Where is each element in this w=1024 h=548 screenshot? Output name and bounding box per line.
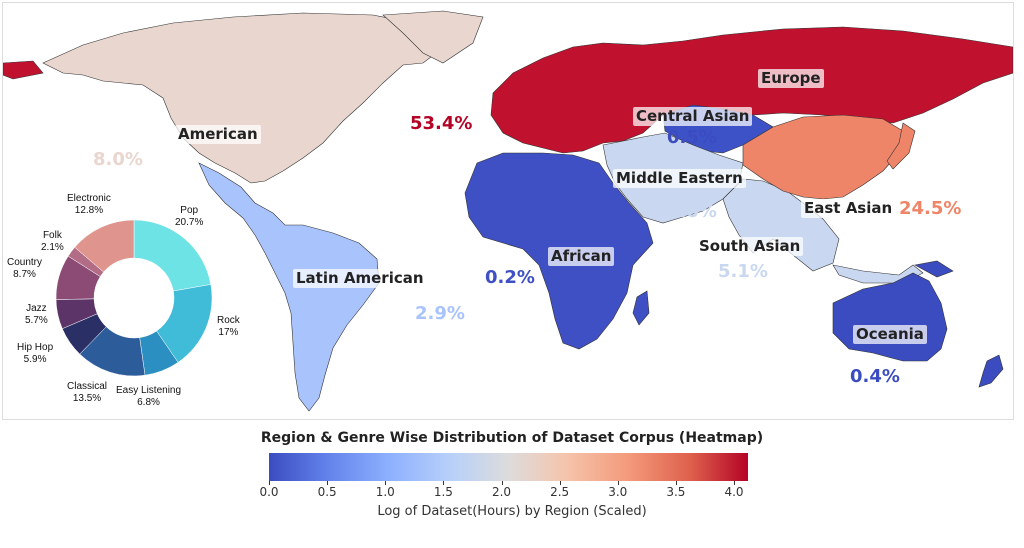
label-african: African <box>548 247 615 266</box>
region-american-greenland <box>382 10 484 64</box>
pct-american: 8.0% <box>93 149 143 170</box>
pct-central-asian: 0.5% <box>667 127 717 148</box>
label-oceania: Oceania <box>853 325 927 344</box>
donut-label-country: Country 8.7% <box>7 257 42 281</box>
pct-african: 0.2% <box>485 267 535 288</box>
donut-slice-electronic <box>74 219 135 273</box>
colorbar-tick <box>617 481 619 485</box>
donut-cat-easy-listening: Easy Listening <box>116 385 182 396</box>
colorbar-label: Log of Dataset(Hours) by Region (Scaled) <box>377 504 647 519</box>
region-oceania-png <box>914 260 954 278</box>
donut-cat-country: Country <box>7 257 43 268</box>
label-europe: Europe <box>758 69 824 88</box>
region-latin <box>198 162 380 412</box>
donut-cat-folk: Folk <box>42 230 62 241</box>
donut-val-hip-hop: 5.9% <box>23 354 47 365</box>
colorbar-tick <box>385 481 387 485</box>
colorbar <box>269 453 748 481</box>
colorbar-tick-label: 3.5 <box>666 485 686 499</box>
genre-donut-chart <box>55 219 213 377</box>
donut-val-folk: 2.1% <box>41 242 64 253</box>
donut-val-electronic: 12.8% <box>74 205 104 216</box>
label-south-asian: South Asian <box>696 237 804 256</box>
donut-label-hip-hop: Hip Hop 5.9% <box>17 342 53 366</box>
colorbar-tick <box>501 481 503 485</box>
donut-cat-pop: Pop <box>180 205 199 216</box>
donut-val-country: 8.7% <box>13 269 36 280</box>
region-east-asian <box>742 114 904 200</box>
label-american: American <box>175 125 261 144</box>
pct-south-asian: 5.1% <box>718 261 768 282</box>
donut-cat-electronic: Electronic <box>67 193 111 204</box>
donut-val-easy-listening: 6.8% <box>137 397 160 408</box>
donut-val-rock: 17% <box>218 327 239 338</box>
donut-val-classical: 13.5% <box>72 393 102 404</box>
label-latin: Latin American <box>293 269 427 288</box>
colorbar-tick-label: 0.0 <box>259 485 279 499</box>
colorbar-tick-label: 2.5 <box>550 485 570 499</box>
colorbar-tick-label: 2.0 <box>491 485 512 499</box>
colorbar-tick-label: 1.5 <box>433 485 453 499</box>
region-east-asian-japan <box>886 122 916 170</box>
donut-label-easy-listening: Easy Listening 6.8% <box>116 385 181 409</box>
donut-cat-jazz: Jazz <box>26 303 47 314</box>
heatmap-title: Region & Genre Wise Distribution of Data… <box>260 430 764 446</box>
donut-cat-hip-hop: Hip Hop <box>17 342 54 353</box>
label-middle-eastern: Middle Eastern <box>613 169 746 188</box>
colorbar-tick-label: 0.5 <box>317 485 337 499</box>
donut-label-rock: Rock 17% <box>217 315 240 339</box>
region-oceania-nz <box>978 354 1004 388</box>
colorbar-tick <box>734 481 735 485</box>
region-american <box>42 12 444 184</box>
donut-cat-rock: Rock <box>217 315 240 326</box>
donut-label-classical: Classical 13.5% <box>67 381 107 405</box>
pct-oceania: 0.4% <box>850 366 900 387</box>
pct-middle-eastern: 5.0% <box>667 201 717 222</box>
region-south-asian-islands <box>832 264 924 284</box>
colorbar-tick-label: 1.0 <box>375 485 395 499</box>
legend-area: Region & Genre Wise Distribution of Data… <box>0 422 1024 548</box>
colorbar-tick <box>327 481 329 485</box>
donut-val-jazz: 5.7% <box>25 315 48 326</box>
donut-cat-classical: Classical <box>67 381 108 392</box>
donut-label-pop: Pop 20.7% <box>175 205 203 229</box>
pct-east-asian: 24.5% <box>899 198 962 219</box>
pct-europe: 53.4% <box>410 113 473 134</box>
donut-label-jazz: Jazz 5.7% <box>25 303 48 327</box>
colorbar-tick <box>559 481 561 485</box>
region-oceania <box>832 272 948 362</box>
world-map: American 8.0% Latin American 2.9% Europe… <box>2 2 1014 420</box>
region-europe-west <box>3 60 44 80</box>
donut-label-electronic: Electronic 12.8% <box>67 193 111 217</box>
colorbar-tick <box>443 481 445 485</box>
colorbar-tick <box>269 481 270 485</box>
donut-val-pop: 20.7% <box>175 217 204 228</box>
colorbar-tick-label: 4.0 <box>724 485 744 499</box>
colorbar-tick <box>675 481 677 485</box>
donut-label-folk: Folk 2.1% <box>41 230 64 254</box>
label-central-asian: Central Asian <box>633 107 753 126</box>
label-east-asian: East Asian <box>801 199 896 218</box>
pct-latin: 2.9% <box>415 303 465 324</box>
donut-slice-pop <box>133 219 212 292</box>
region-african-madagascar <box>632 290 650 326</box>
colorbar-tick-label: 3.0 <box>608 485 628 499</box>
